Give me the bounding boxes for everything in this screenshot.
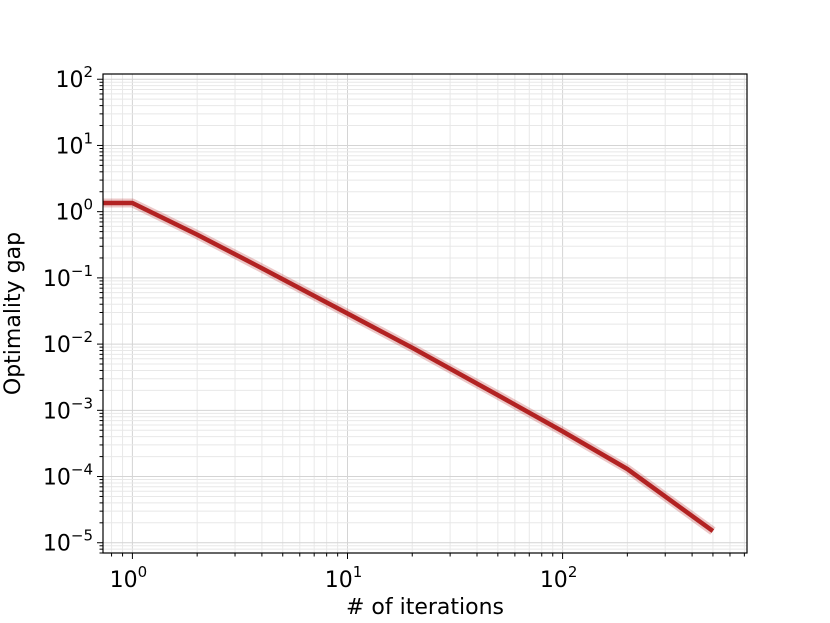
y-tick-label: 10−2 [43, 328, 93, 358]
series-layer [103, 198, 716, 535]
x-tick-label: 101 [325, 563, 363, 593]
x-axis-label: # of iterations [346, 595, 504, 620]
y-tick-label: 10−3 [43, 394, 93, 424]
series-band [103, 198, 716, 535]
plot-frame [102, 73, 748, 554]
y-tick-label: 100 [55, 196, 93, 226]
y-axis-label: Optimality gap [1, 232, 26, 395]
y-tick-label: 102 [55, 63, 93, 93]
x-tick-label: 102 [540, 563, 578, 593]
ticks-layer: 100 101 102 102 101 100 10−1 10−2 10−3 10−4 10−5 [43, 63, 745, 593]
y-tick-label: 10−1 [43, 262, 93, 292]
y-tick-label: 10−5 [43, 527, 93, 557]
y-tick-label: 10−4 [43, 461, 93, 491]
x-tick-label: 100 [110, 563, 148, 593]
series-line [103, 200, 715, 533]
y-tick-label: 101 [55, 129, 93, 159]
